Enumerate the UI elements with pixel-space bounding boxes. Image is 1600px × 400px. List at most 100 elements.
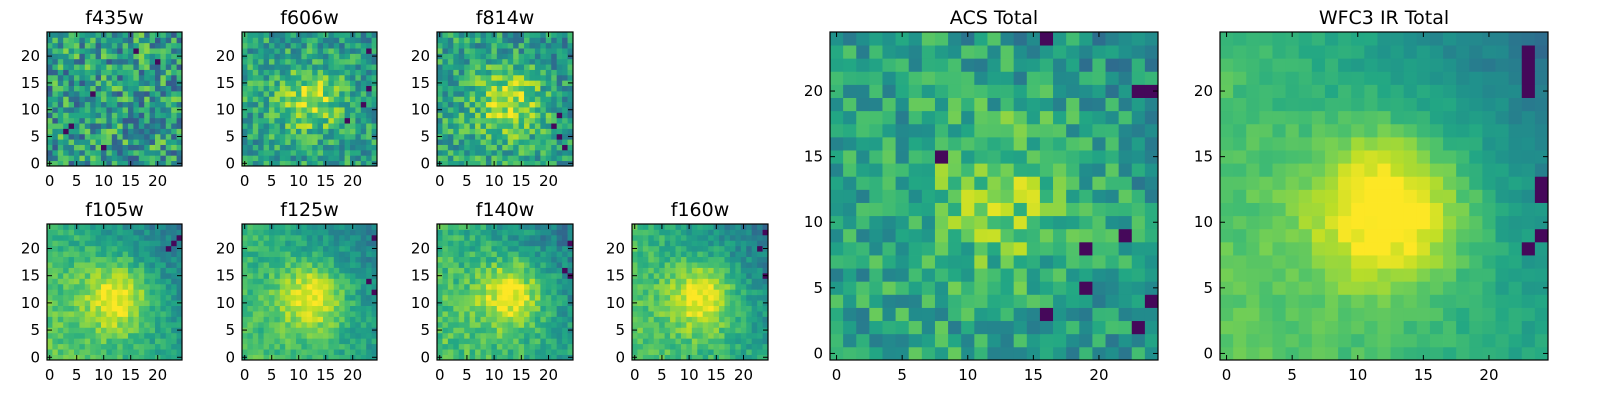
image-pixel <box>691 294 698 301</box>
image-pixel <box>274 155 281 162</box>
image-pixel <box>128 316 134 323</box>
image-pixel <box>117 251 123 258</box>
image-pixel <box>355 305 362 312</box>
image-pixel <box>274 224 281 230</box>
image-pixel <box>306 240 313 247</box>
image-pixel <box>344 101 351 108</box>
image-pixel <box>111 267 118 274</box>
image-pixel <box>491 85 498 92</box>
image-pixel <box>355 69 362 76</box>
image-pixel <box>524 42 530 49</box>
image-pixel <box>697 321 704 328</box>
image-pixel <box>908 202 923 217</box>
image-pixel <box>68 289 75 296</box>
image-pixel <box>642 354 649 361</box>
image-pixel <box>274 42 281 49</box>
image-pixel <box>155 155 161 162</box>
image-pixel <box>437 294 443 301</box>
y-tick-label: 5 <box>225 128 235 146</box>
image-pixel <box>247 245 254 252</box>
image-pixel <box>1105 228 1120 243</box>
image-pixel <box>165 155 172 162</box>
image-pixel <box>518 128 525 135</box>
image-pixel <box>301 224 308 230</box>
image-pixel <box>371 149 378 156</box>
image-pixel <box>556 48 563 54</box>
image-pixel <box>269 117 275 124</box>
image-pixel <box>1066 202 1080 217</box>
image-pixel <box>355 139 362 145</box>
image-pixel <box>328 90 335 97</box>
image-pixel <box>133 321 140 328</box>
image-pixel <box>1039 268 1054 282</box>
image-pixel <box>464 101 471 108</box>
image-pixel <box>746 251 753 258</box>
image-pixel <box>290 58 297 65</box>
image-pixel <box>475 294 481 301</box>
image-pixel <box>84 294 91 301</box>
image-pixel <box>469 267 476 274</box>
image-pixel <box>171 42 177 49</box>
image-pixel <box>52 272 59 279</box>
image-pixel <box>155 64 161 70</box>
image-pixel <box>540 349 547 355</box>
image-pixel <box>290 107 297 113</box>
image-pixel <box>648 294 655 301</box>
image-pixel <box>95 256 102 263</box>
image-pixel <box>106 53 113 60</box>
image-pixel <box>502 48 509 54</box>
image-pixel <box>290 240 297 247</box>
x-tick-label: 15 <box>121 366 140 384</box>
image-pixel <box>133 240 140 247</box>
image-pixel <box>290 262 297 268</box>
image-pixel <box>296 133 302 140</box>
image-pixel <box>464 69 471 76</box>
x-tick-label: 5 <box>462 366 472 384</box>
image-pixel <box>934 320 949 335</box>
image-pixel <box>79 240 86 247</box>
image-pixel <box>632 234 638 241</box>
image-pixel <box>664 316 671 323</box>
image-pixel <box>496 144 503 151</box>
image-pixel <box>128 58 134 65</box>
image-pixel <box>830 255 844 269</box>
image-pixel <box>485 128 492 135</box>
image-pixel <box>496 327 503 334</box>
image-pixel <box>757 245 763 252</box>
image-pixel <box>729 327 736 334</box>
image-pixel <box>333 224 340 230</box>
image-pixel <box>101 96 107 103</box>
image-pixel <box>312 160 318 167</box>
image-pixel <box>149 112 156 119</box>
image-pixel <box>691 289 698 296</box>
image-pixel <box>333 133 340 140</box>
image-pixel <box>74 112 80 119</box>
image-pixel <box>447 155 454 162</box>
image-pixel <box>323 251 329 258</box>
image-pixel <box>921 307 936 322</box>
image-pixel <box>458 300 465 306</box>
image-pixel <box>562 311 568 317</box>
image-pixel <box>247 96 254 103</box>
image-pixel <box>106 245 113 252</box>
image-pixel <box>485 155 492 162</box>
image-pixel <box>485 53 492 60</box>
image-pixel <box>702 338 709 345</box>
image-pixel <box>296 262 302 268</box>
image-pixel <box>540 112 547 119</box>
image-pixel <box>869 268 883 282</box>
image-pixel <box>258 349 264 355</box>
image-pixel <box>74 343 80 350</box>
image-pixel <box>987 176 1001 190</box>
image-pixel <box>47 283 53 290</box>
image-pixel <box>491 338 498 345</box>
image-pixel <box>317 321 324 328</box>
image-pixel <box>269 85 275 92</box>
image-pixel <box>702 224 709 230</box>
x-tick-label: 5 <box>72 366 82 384</box>
image-pixel <box>95 96 102 103</box>
image-pixel <box>258 229 264 236</box>
x-tick-label: 10 <box>94 172 113 190</box>
image-pixel <box>269 139 275 145</box>
image-pixel <box>306 32 313 38</box>
